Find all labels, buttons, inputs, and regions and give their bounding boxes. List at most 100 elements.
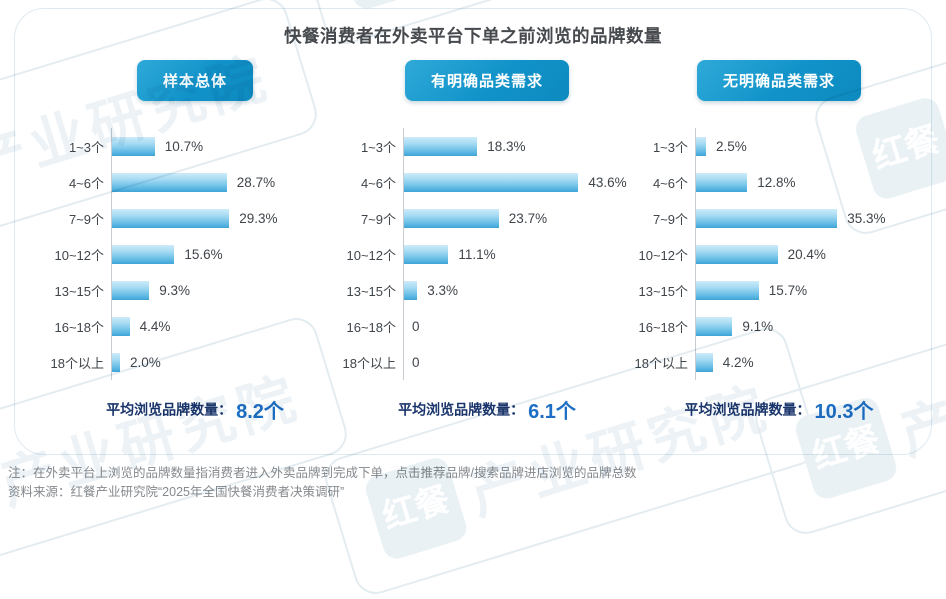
category-label: 1~3个 — [360, 139, 396, 155]
chart-row: 10~12个 20.4% — [633, 236, 925, 272]
bar[interactable] — [112, 172, 227, 192]
value-label: 3.3% — [427, 282, 458, 298]
bar[interactable] — [404, 208, 499, 228]
value-label: 12.8% — [757, 174, 796, 190]
bar-area: 4.4% — [111, 308, 341, 344]
bar[interactable] — [112, 136, 155, 156]
panel-header-button[interactable]: 有明确品类需求 — [404, 60, 569, 101]
value-label: 4.2% — [722, 354, 754, 370]
chart-row: 1~3个 10.7% — [49, 128, 341, 164]
chart-row: 13~15个 3.3% — [341, 272, 633, 308]
category-label: 4~6个 — [360, 175, 396, 191]
bar[interactable] — [696, 136, 706, 156]
bar-area: 3.3% — [403, 272, 633, 308]
panel-header-button[interactable]: 样本总体 — [136, 60, 253, 101]
category-label: 10~12个 — [54, 247, 104, 263]
chart-card: 快餐消费者在外卖平台下单之前浏览的品牌数量 样本总体 1~3个 10.7% 4~6个… — [14, 8, 932, 455]
category-label: 13~15个 — [346, 283, 396, 299]
category-label: 16~18个 — [638, 319, 688, 335]
bar-area: 35.3% — [695, 200, 925, 236]
bar[interactable] — [112, 244, 175, 264]
bar[interactable] — [112, 280, 150, 300]
value-label: 29.3% — [239, 210, 278, 226]
chart-row: 1~3个 18.3% — [341, 128, 633, 164]
bar[interactable] — [696, 208, 838, 228]
category-label: 18个以上 — [50, 355, 104, 371]
chart-row: 18个以上 0 — [341, 344, 633, 380]
average-label: 平均浏览品牌数量： — [106, 401, 233, 418]
bar[interactable] — [696, 316, 733, 336]
bar[interactable] — [112, 208, 230, 228]
category-label: 13~15个 — [54, 283, 104, 299]
chart-panel: 无明确品类需求 1~3个 2.5% 4~6个 12.8% 7~9个 35.3% 10~12个… — [633, 60, 925, 424]
category-label: 7~9个 — [360, 211, 396, 227]
bar-area: 2.5% — [695, 128, 925, 164]
category-label: 16~18个 — [346, 319, 396, 335]
bar-area: 15.6% — [111, 236, 341, 272]
category-label: 4~6个 — [68, 175, 104, 191]
bar[interactable] — [404, 172, 579, 192]
chart-panel: 样本总体 1~3个 10.7% 4~6个 28.7% 7~9个 29.3% 10~12个 15… — [49, 60, 341, 424]
category-label: 13~15个 — [638, 283, 688, 299]
bar-area: 18.3% — [403, 128, 633, 164]
chart-row: 4~6个 28.7% — [49, 164, 341, 200]
value-label: 9.3% — [159, 282, 190, 298]
average-label: 平均浏览品牌数量： — [398, 401, 525, 418]
chart-title: 快餐消费者在外卖平台下单之前浏览的品牌数量 — [284, 26, 662, 46]
chart-row: 7~9个 35.3% — [633, 200, 925, 236]
bar-rows: 1~3个 10.7% 4~6个 28.7% 7~9个 29.3% 10~12个 15.6% 13… — [49, 128, 341, 380]
value-label: 35.3% — [847, 210, 886, 226]
value-label: 28.7% — [236, 174, 276, 190]
bar[interactable] — [112, 352, 120, 372]
chart-row: 4~6个 43.6% — [341, 164, 633, 200]
chart-row: 10~12个 15.6% — [49, 236, 341, 272]
category-label: 18个以上 — [342, 355, 396, 371]
chart-row: 16~18个 0 — [341, 308, 633, 344]
bar[interactable] — [404, 136, 478, 156]
chart-row: 7~9个 29.3% — [49, 200, 341, 236]
bar[interactable] — [696, 172, 748, 192]
bar-area: 10.7% — [111, 128, 341, 164]
chart-row: 13~15个 15.7% — [633, 272, 925, 308]
category-label: 10~12个 — [346, 247, 396, 263]
bar[interactable] — [404, 244, 449, 264]
value-label: 18.3% — [487, 138, 526, 154]
category-label: 7~9个 — [652, 211, 688, 227]
value-label: 10.7% — [164, 138, 204, 154]
bar-area: 23.7% — [403, 200, 633, 236]
bar[interactable] — [404, 280, 418, 300]
value-label: 0 — [412, 318, 420, 334]
bar-area: 20.4% — [695, 236, 925, 272]
value-label: 20.4% — [787, 246, 826, 262]
bar[interactable] — [112, 316, 130, 336]
average-value: 10.3个 — [814, 401, 874, 423]
chart-row: 4~6个 12.8% — [633, 164, 925, 200]
bar-rows: 1~3个 18.3% 4~6个 43.6% 7~9个 23.7% 10~12个 11.1% 13… — [341, 128, 633, 380]
bar[interactable] — [696, 280, 759, 300]
bar[interactable] — [696, 352, 713, 372]
bar-area: 2.0% — [111, 344, 341, 380]
value-label: 11.1% — [458, 246, 496, 262]
chart-row: 18个以上 4.2% — [633, 344, 925, 380]
average-row: 平均浏览品牌数量： 6.1个 — [341, 395, 633, 424]
bar-rows: 1~3个 2.5% 4~6个 12.8% 7~9个 35.3% 10~12个 20.4% 13~… — [633, 128, 925, 380]
bar-area: 12.8% — [695, 164, 925, 200]
category-label: 7~9个 — [68, 211, 104, 227]
bar[interactable] — [696, 244, 778, 264]
value-label: 43.6% — [588, 174, 627, 190]
chart-row: 13~15个 9.3% — [49, 272, 341, 308]
average-label: 平均浏览品牌数量： — [684, 401, 811, 418]
value-label: 15.6% — [184, 246, 223, 262]
value-label: 4.4% — [139, 318, 171, 334]
note-source: 资料来源：红餐产业研究院“2025年全国快餐消费者决策调研” — [8, 485, 345, 499]
panel-header-button[interactable]: 无明确品类需求 — [696, 60, 861, 101]
bar-area: 11.1% — [403, 236, 633, 272]
bar-area: 4.2% — [695, 344, 925, 380]
average-value: 8.2个 — [236, 401, 284, 423]
value-label: 2.0% — [130, 354, 161, 370]
bar-area: 28.7% — [111, 164, 341, 200]
average-value: 6.1个 — [528, 401, 576, 423]
value-label: 0 — [412, 354, 420, 370]
category-label: 4~6个 — [652, 175, 688, 191]
bar-area: 43.6% — [403, 164, 633, 200]
